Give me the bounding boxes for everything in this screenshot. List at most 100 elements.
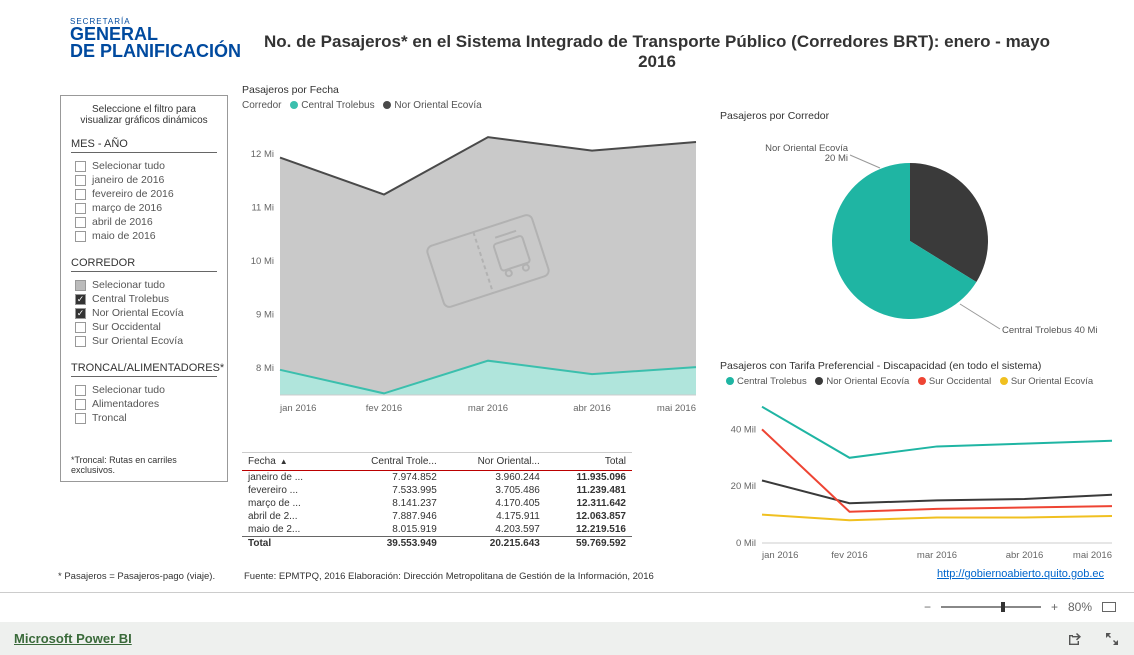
line-chart-panel: Pasajeros por Fecha Corredor Central Tro…	[242, 84, 702, 417]
disability-chart[interactable]: 0 Mil20 Mil40 Miljan 2016fev 2016mar 201…	[720, 393, 1120, 563]
filter-item[interactable]: Alimentadores	[71, 397, 217, 411]
filter-item[interactable]: ✓Nor Oriental Ecovía	[71, 306, 217, 320]
checkbox-icon[interactable]	[75, 203, 86, 214]
filter-item-label: Sur Occidental	[92, 321, 161, 333]
sidebar-note: *Troncal: Rutas en carriles exclusivos.	[71, 455, 217, 475]
fit-page-icon[interactable]	[1102, 602, 1116, 612]
checkbox-icon[interactable]	[75, 280, 86, 291]
svg-text:20 Mi: 20 Mi	[825, 153, 848, 164]
page-title: No. de Pasajeros* en el Sistema Integrad…	[244, 32, 1070, 73]
svg-text:mar 2016: mar 2016	[917, 550, 957, 561]
zoom-value: 80%	[1068, 600, 1092, 614]
filter-item-label: Selecionar tudo	[92, 160, 165, 172]
external-link[interactable]: http://gobiernoabierto.quito.gob.ec	[937, 568, 1104, 580]
checkbox-icon[interactable]	[75, 385, 86, 396]
filter-item-label: Selecionar tudo	[92, 384, 165, 396]
zoom-out-button[interactable]: −	[924, 600, 931, 614]
table-total-row: Total39.553.94920.215.64359.769.592	[242, 537, 632, 551]
filter-item[interactable]: fevereiro de 2016	[71, 187, 217, 201]
table-row[interactable]: janeiro de ...7.974.8523.960.24411.935.0…	[242, 471, 632, 485]
disability-chart-title: Pasajeros con Tarifa Preferencial - Disc…	[720, 360, 1120, 372]
checkbox-icon[interactable]	[75, 231, 86, 242]
logo: SECRETARÍA GENERAL DE PLANIFICACIÓN	[70, 18, 241, 60]
filter-item[interactable]: Selecionar tudo	[71, 383, 217, 397]
legend-dot	[290, 101, 298, 109]
filter-item[interactable]: ✓Central Trolebus	[71, 292, 217, 306]
table-row[interactable]: março de ...8.141.2374.170.40512.311.642	[242, 497, 632, 510]
zoom-slider[interactable]	[941, 606, 1041, 608]
checkbox-icon[interactable]	[75, 322, 86, 333]
legend-series-label: Central Trolebus	[301, 100, 377, 111]
svg-text:mai 2016: mai 2016	[1073, 550, 1112, 561]
filter-item[interactable]: Sur Occidental	[71, 320, 217, 334]
filter-item[interactable]: Selecionar tudo	[71, 159, 217, 173]
data-table[interactable]: Fecha▲Central Trole...Nor Oriental...Tot…	[242, 452, 632, 550]
table-header[interactable]: Central Trole...	[335, 453, 443, 471]
svg-text:jan 2016: jan 2016	[279, 403, 316, 414]
filter-item[interactable]: março de 2016	[71, 201, 217, 215]
filter-item[interactable]: janeiro de 2016	[71, 173, 217, 187]
sidebar-hint: Seleccione el filtro para visualizar grá…	[71, 104, 217, 126]
table-row[interactable]: abril de 2...7.887.9464.175.91112.063.85…	[242, 510, 632, 523]
checkbox-icon[interactable]	[75, 336, 86, 347]
footnote-pasajeros: * Pasajeros = Pasajeros-pago (viaje).	[58, 571, 215, 582]
legend-dot	[815, 377, 823, 385]
line-chart[interactable]: 8 Mi9 Mi10 Mi11 Mi12 Mi jan 2016fev 2016…	[242, 117, 702, 417]
legend-series-label: Sur Oriental Ecovía	[1011, 376, 1093, 387]
checkbox-icon[interactable]	[75, 161, 86, 172]
svg-text:mai 2016: mai 2016	[657, 403, 696, 414]
pie-chart[interactable]: Nor Oriental Ecovía20 MiCentral Trolebus…	[720, 126, 1100, 346]
legend-dot	[1000, 377, 1008, 385]
filter-item[interactable]: abril de 2016	[71, 215, 217, 229]
filter-item[interactable]: maio de 2016	[71, 229, 217, 243]
table-header[interactable]: Total	[546, 453, 632, 471]
svg-text:fev 2016: fev 2016	[831, 550, 867, 561]
svg-text:8 Mi: 8 Mi	[256, 363, 274, 374]
legend-series-label: Central Trolebus	[737, 376, 809, 387]
svg-text:9 Mi: 9 Mi	[256, 310, 274, 321]
share-icon[interactable]	[1066, 631, 1082, 647]
powerbi-brand[interactable]: Microsoft Power BI	[14, 631, 132, 646]
zoom-in-button[interactable]: +	[1051, 600, 1058, 614]
sidebar-filters: Seleccione el filtro para visualizar grá…	[60, 95, 228, 482]
svg-text:12 Mi: 12 Mi	[251, 149, 274, 160]
filter-item[interactable]: Sur Oriental Ecovía	[71, 334, 217, 348]
checkbox-icon[interactable]	[75, 399, 86, 410]
svg-text:jan 2016: jan 2016	[761, 550, 798, 561]
line-chart-title: Pasajeros por Fecha	[242, 84, 702, 96]
legend-dot	[726, 377, 734, 385]
footer-bar: Microsoft Power BI	[0, 622, 1134, 655]
table-header[interactable]: Fecha▲	[242, 453, 335, 471]
checkbox-icon[interactable]: ✓	[75, 308, 86, 319]
filter-group-title: MES - AÑO	[71, 138, 217, 153]
filter-item[interactable]: Selecionar tudo	[71, 278, 217, 292]
checkbox-icon[interactable]	[75, 413, 86, 424]
checkbox-icon[interactable]	[75, 189, 86, 200]
legend-series-label: Nor Oriental Ecovía	[394, 100, 481, 111]
svg-text:mar 2016: mar 2016	[468, 403, 508, 414]
legend-series-label: Nor Oriental Ecovía	[826, 376, 912, 387]
checkbox-icon[interactable]	[75, 175, 86, 186]
table-row[interactable]: fevereiro ...7.533.9953.705.48611.239.48…	[242, 484, 632, 497]
svg-text:40 Mil: 40 Mil	[731, 424, 756, 435]
table-row[interactable]: maio de 2...8.015.9194.203.59712.219.516	[242, 523, 632, 537]
svg-text:abr 2016: abr 2016	[1006, 550, 1044, 561]
filter-item-label: Troncal	[92, 412, 127, 424]
fullscreen-icon[interactable]	[1104, 631, 1120, 647]
line-chart-legend: Corredor Central Trolebus Nor Oriental E…	[242, 100, 702, 111]
disability-chart-legend: Central Trolebus Nor Oriental Ecovía Sur…	[720, 376, 1120, 387]
legend-series-label: Sur Occidental	[929, 376, 994, 387]
filter-item-label: maio de 2016	[92, 230, 156, 242]
table-header[interactable]: Nor Oriental...	[443, 453, 546, 471]
divider	[0, 592, 1134, 593]
filter-item-label: Selecionar tudo	[92, 279, 165, 291]
pie-chart-panel: Pasajeros por Corredor Nor Oriental Ecov…	[720, 110, 1100, 346]
checkbox-icon[interactable]: ✓	[75, 294, 86, 305]
legend-dot	[918, 377, 926, 385]
pie-chart-title: Pasajeros por Corredor	[720, 110, 1100, 122]
legend-label: Corredor	[242, 100, 281, 111]
zoom-controls: − + 80%	[924, 600, 1116, 614]
filter-item[interactable]: Troncal	[71, 411, 217, 425]
footnote-source: Fuente: EPMTPQ, 2016 Elaboración: Direcc…	[244, 571, 654, 582]
checkbox-icon[interactable]	[75, 217, 86, 228]
